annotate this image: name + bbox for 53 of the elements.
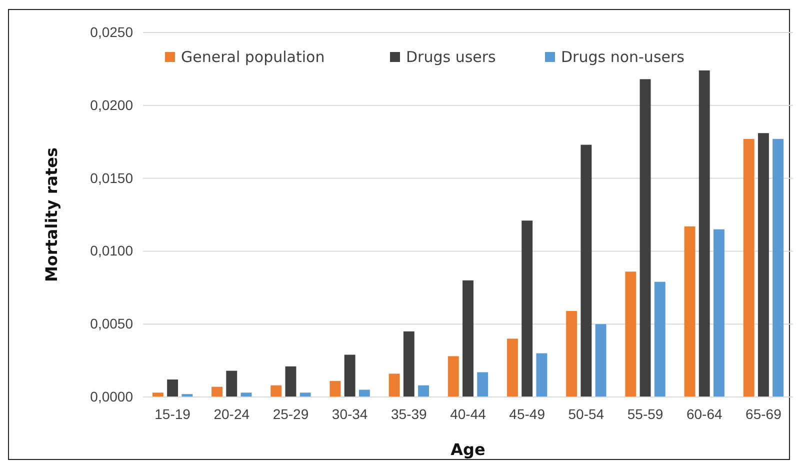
legend-label: Drugs users <box>406 48 496 66</box>
bar <box>625 272 636 397</box>
bar <box>640 79 651 397</box>
x-tick-label: 45-49 <box>509 406 546 422</box>
bar <box>448 356 459 397</box>
bar <box>743 138 754 397</box>
bar <box>477 372 488 397</box>
bar <box>654 282 666 397</box>
bar <box>698 70 710 397</box>
y-tick-label: 0,0100 <box>90 242 134 259</box>
bar <box>270 385 282 397</box>
x-tick-label: 35-39 <box>391 406 428 422</box>
y-tick-label: 0,0200 <box>90 96 134 113</box>
x-tick-label: 25-29 <box>272 406 309 422</box>
bar <box>522 220 533 397</box>
x-tick-label: 55-59 <box>627 406 664 422</box>
y-tick-label: 0,0050 <box>90 316 134 332</box>
bar <box>388 374 400 397</box>
bar <box>330 380 341 397</box>
bar <box>152 392 164 397</box>
bar <box>300 392 311 397</box>
bar <box>772 138 784 397</box>
x-tick-label: 20-24 <box>214 406 250 422</box>
y-tick-label: 0,0250 <box>90 24 134 40</box>
bar <box>212 386 223 397</box>
bar <box>507 338 518 397</box>
x-tick-label: 30-34 <box>332 406 368 422</box>
y-tick-label: 0,0150 <box>90 170 134 186</box>
bar <box>418 385 429 397</box>
bar <box>595 324 606 397</box>
bar <box>285 366 296 397</box>
x-tick-label: 15-19 <box>154 406 191 422</box>
x-tick-label: 50-54 <box>568 406 604 422</box>
legend-label: General population <box>181 48 325 66</box>
x-axis-title: Age <box>450 440 486 459</box>
x-tick-label: 65-69 <box>746 406 782 422</box>
bar <box>566 310 578 397</box>
bar <box>358 390 370 397</box>
bar <box>403 331 414 397</box>
bar <box>462 280 474 397</box>
y-axis-title: Mortality rates <box>42 147 61 282</box>
bar <box>344 354 356 397</box>
legend-label: Drugs non-users <box>561 48 685 66</box>
bar <box>226 370 238 397</box>
bar <box>758 133 769 397</box>
x-tick-label: 40-44 <box>450 406 486 422</box>
bar <box>684 226 696 397</box>
bar <box>713 229 724 397</box>
bar <box>167 380 178 397</box>
x-tick-label: 60-64 <box>686 406 722 422</box>
y-tick-label: 0,0000 <box>90 388 134 404</box>
bar <box>536 353 548 397</box>
bar <box>580 144 592 397</box>
